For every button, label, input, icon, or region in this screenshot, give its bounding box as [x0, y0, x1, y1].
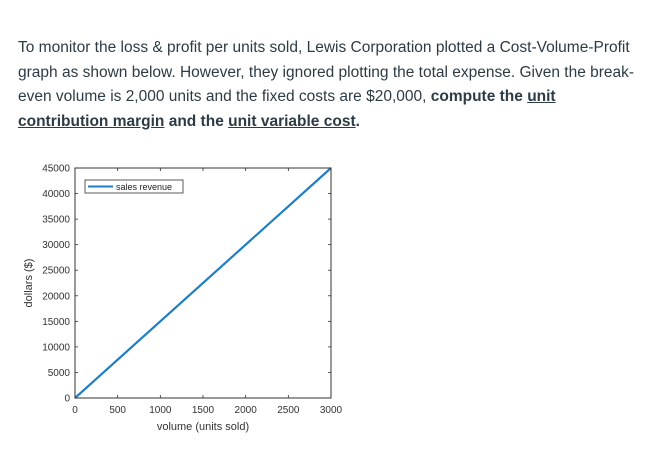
question-bold: compute the unit contribution margin and…: [18, 88, 556, 130]
x-tick-label: 1000: [149, 405, 172, 416]
x-tick-label: 1500: [192, 405, 215, 416]
x-tick-label: 2000: [235, 405, 258, 416]
y-tick-label: 25000: [42, 266, 70, 277]
y-tick-label: 35000: [42, 215, 70, 226]
ticks-layer: 0 500 1000 1500 2000 2500 30000500010000150002…: [42, 164, 342, 417]
legend-entry-sales-revenue: sales revenue: [116, 182, 172, 192]
y-tick-label: 0: [64, 394, 70, 405]
legend: sales revenue: [84, 179, 184, 194]
plot-frame: [74, 167, 332, 399]
x-axis-label: volume (units sold): [157, 421, 249, 433]
y-tick-label: 40000: [42, 189, 70, 200]
y-tick-label: 10000: [42, 342, 70, 353]
cvp-chart: 0 500 1000 1500 2000 2500 30000500010000150002…: [23, 164, 343, 434]
series-layer: [74, 167, 332, 399]
y-tick-label: 15000: [42, 317, 70, 328]
y-tick-label: 45000: [42, 164, 70, 175]
question-text: To monitor the loss & profit per units s…: [18, 36, 642, 134]
series-line-sales-revenue: [74, 167, 332, 399]
y-tick-label: 30000: [42, 240, 70, 251]
x-tick-label: 500: [109, 405, 126, 416]
term-unit-variable-cost: unit variable cost: [228, 112, 356, 130]
x-tick-label: 3000: [320, 405, 343, 416]
x-tick-label: 0: [72, 405, 78, 416]
y-tick-label: 5000: [48, 368, 71, 379]
term-unit-contribution-margin: unit contribution margin: [18, 88, 556, 130]
legend-box: [84, 179, 184, 194]
y-tick-label: 20000: [42, 291, 70, 302]
x-tick-label: 2500: [277, 405, 300, 416]
question-part1: To monitor the loss & profit per units s…: [18, 39, 635, 105]
y-axis-label: dollars ($): [23, 259, 35, 308]
